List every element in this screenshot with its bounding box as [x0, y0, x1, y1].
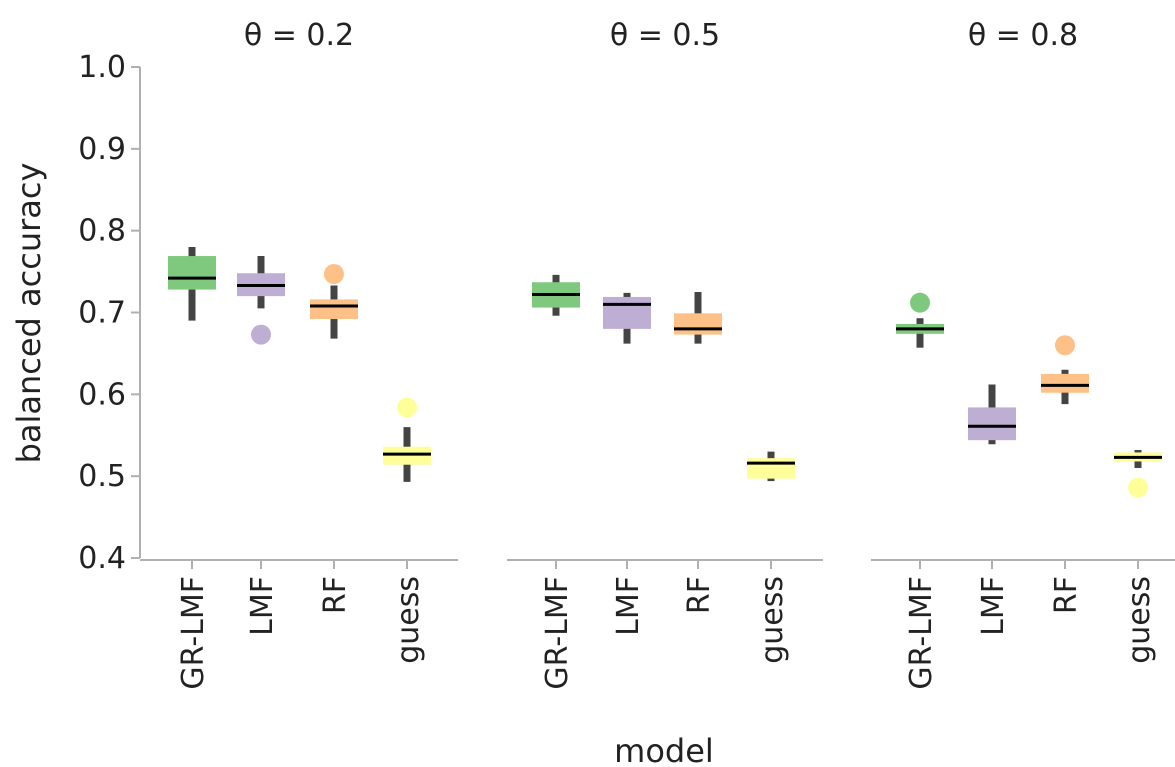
box-iqr: [603, 296, 651, 329]
panel-2: θ = 0.5 GR-LMF LMF RF guess: [507, 18, 823, 690]
y-tick-label: 0.9: [78, 132, 126, 167]
box-iqr: [747, 458, 795, 479]
panel-title: θ = 0.2: [244, 18, 354, 53]
x-tick-label: LMF: [245, 576, 280, 636]
x-axis-title: model: [614, 732, 714, 767]
y-axis-title: balanced accuracy: [10, 163, 48, 464]
outlier-point: [251, 324, 271, 345]
box-iqr: [674, 313, 722, 335]
x-tick-label: GR-LMF: [904, 576, 939, 690]
box-rf: [310, 264, 358, 339]
outlier-point: [397, 397, 417, 418]
outlier-point: [324, 264, 344, 285]
y-axis: 0.4 0.5 0.6 0.7 0.8 0.9 1.0: [78, 50, 141, 576]
y-tick-label: 0.4: [78, 541, 126, 576]
facet-panels: θ = 0.2 GR-LMF LMF RF guess θ = 0.5 GR-LMF LMF R…: [140, 18, 1175, 690]
x-tick-label: GR-LMF: [176, 576, 211, 690]
box-iqr: [1041, 373, 1089, 393]
x-tick-label: guess: [755, 576, 790, 664]
box-lmf: [603, 292, 651, 344]
x-tick-label: LMF: [976, 576, 1011, 636]
panel-title: θ = 0.8: [968, 18, 1078, 53]
y-tick-label: 0.8: [78, 214, 126, 249]
x-tick-label: guess: [1122, 576, 1157, 664]
x-tick-label: LMF: [611, 576, 646, 636]
box-gr-lmf: [896, 292, 944, 348]
box-gr-lmf: [532, 274, 580, 316]
box-iqr: [310, 299, 358, 320]
y-tick-label: 0.5: [78, 459, 126, 494]
x-tick-label: GR-LMF: [540, 576, 575, 690]
box-lmf: [968, 384, 1016, 445]
outlier-point: [1055, 335, 1075, 356]
x-tick-label: guess: [391, 576, 426, 664]
y-tick-label: 0.6: [78, 377, 126, 412]
box-rf: [674, 292, 722, 344]
panel-title: θ = 0.5: [610, 18, 720, 53]
panel-1: θ = 0.2 GR-LMF LMF RF guess: [140, 18, 458, 690]
x-tick-label: RF: [1049, 576, 1084, 614]
panel-3: θ = 0.8 GR-LMF LMF RF guess: [871, 18, 1175, 690]
box-guess: [747, 451, 795, 482]
y-tick-label: 1.0: [78, 50, 126, 85]
box-rf: [1041, 335, 1089, 405]
box-guess: [1114, 449, 1162, 498]
box-guess: [383, 397, 431, 482]
box-iqr: [383, 446, 431, 465]
outlier-point: [1128, 477, 1148, 498]
y-tick-label: 0.7: [78, 296, 126, 331]
x-tick-label: RF: [318, 576, 353, 614]
x-tick-label: RF: [682, 576, 717, 614]
box-iqr: [168, 256, 216, 290]
box-iqr: [968, 407, 1016, 441]
outlier-point: [910, 292, 930, 313]
box-gr-lmf: [168, 247, 216, 321]
box-lmf: [237, 256, 285, 345]
